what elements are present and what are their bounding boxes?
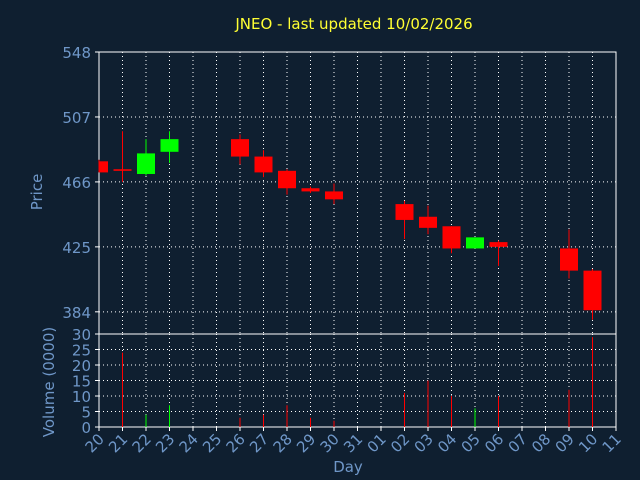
candle-body [99,161,108,173]
candle-body [278,170,296,189]
candle-body [395,204,414,220]
x-tick-label: 11 [599,430,625,456]
volume-tick-label: 20 [72,357,91,375]
candle-body [325,191,343,200]
x-tick-label: 25 [199,430,225,456]
price-plot-frame [98,51,617,335]
candle-body [231,139,249,157]
candle-body [489,242,508,247]
x-tick-label: 04 [434,430,460,456]
price-tick-label: 384 [62,304,91,322]
candle-body [301,188,320,192]
candle-body [254,156,273,173]
x-tick-label: 29 [293,430,319,456]
volume-tick-label: 15 [72,373,91,391]
candle-body [419,216,437,228]
candle-body [560,248,578,271]
price-panel: 548 507 466 425 384 [62,44,617,335]
x-tick-label: 23 [152,430,178,456]
x-tick-label: 02 [387,430,413,456]
candle-body [583,270,602,311]
candle-body [137,153,155,174]
x-tick-label: 26 [223,430,249,456]
price-tick-label: 425 [62,239,91,257]
chart-title: JNEO - last updated 10/02/2026 [234,15,472,33]
volume-tick-label: 25 [72,342,91,360]
x-tick-label: 03 [411,430,437,456]
volume-axis-label: Volume (0000) [40,327,58,437]
x-tick-label: 22 [129,430,155,456]
volume-tick-label: 0 [81,419,91,437]
volume-tick-label: 30 [72,326,91,344]
price-tick-label: 507 [62,109,91,127]
volume-tick-label: 5 [81,404,91,422]
candle-body [466,237,484,249]
x-tick-label: 09 [552,430,578,456]
x-tick-label: 07 [505,430,531,456]
x-tick-label: 28 [270,430,296,456]
x-tick-label: 01 [364,430,390,456]
x-axis: 2021222324252627282930310102030405060708… [82,427,625,456]
price-axis-label: Price [28,174,46,211]
x-tick-label: 05 [458,430,484,456]
x-tick-label: 27 [246,430,272,456]
x-tick-label: 30 [317,430,343,456]
x-tick-label: 21 [105,430,131,456]
x-axis-label: Day [333,458,363,476]
price-tick-label: 548 [62,44,91,62]
x-tick-label: 31 [340,430,366,456]
price-tick-label: 466 [62,174,91,192]
volume-plot-frame [98,333,617,428]
candle-body [160,139,179,152]
volume-tick-label: 10 [72,388,91,406]
x-tick-label: 08 [528,430,554,456]
candle-body [442,226,461,249]
candle-body [113,169,132,171]
x-tick-label: 10 [575,430,601,456]
x-tick-label: 06 [481,430,507,456]
x-tick-label: 24 [176,430,202,456]
